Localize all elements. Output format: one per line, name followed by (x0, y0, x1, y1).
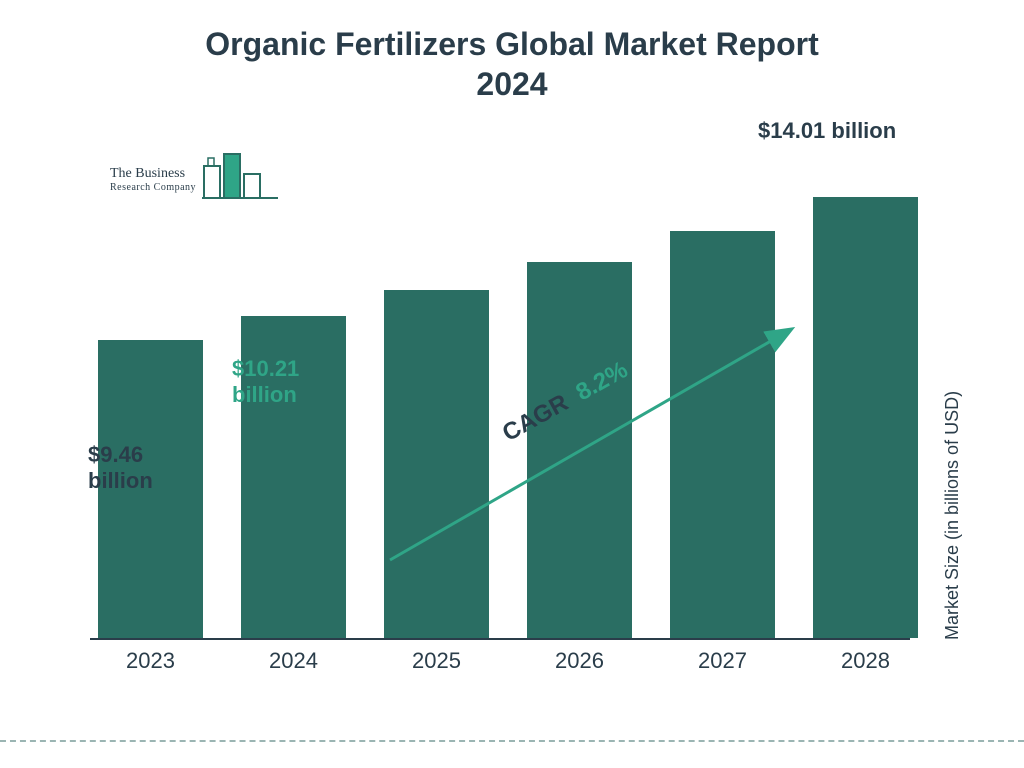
bar-value-label: $14.01 billion (758, 118, 896, 144)
bar (527, 262, 632, 638)
x-tick-label: 2026 (527, 648, 632, 674)
footer-divider (0, 740, 1024, 742)
bar-chart: 202320242025202620272028 CAGR 8.2% (90, 140, 910, 680)
x-tick-label: 2027 (670, 648, 775, 674)
bar-value-label: $9.46billion (88, 442, 153, 495)
x-tick-label: 2023 (98, 648, 203, 674)
bar (670, 231, 775, 638)
y-axis-label: Market Size (in billions of USD) (942, 391, 963, 640)
cagr-arrow (90, 140, 910, 680)
bar (384, 290, 489, 638)
x-axis (90, 638, 910, 640)
bar-value-label: $10.21billion (232, 356, 299, 409)
bar (813, 197, 918, 638)
chart-title: Organic Fertilizers Global Market Report… (0, 24, 1024, 104)
x-tick-label: 2028 (813, 648, 918, 674)
title-line1: Organic Fertilizers Global Market Report (205, 26, 818, 62)
x-tick-label: 2024 (241, 648, 346, 674)
x-tick-label: 2025 (384, 648, 489, 674)
title-line2: 2024 (476, 66, 547, 102)
